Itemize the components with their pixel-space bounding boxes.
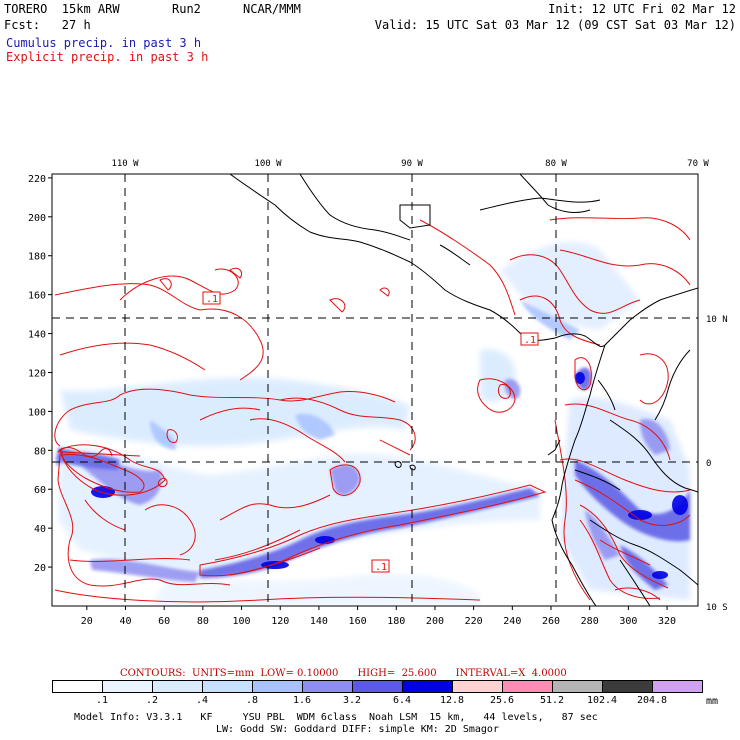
contour-label-3: .1 xyxy=(375,562,387,573)
org-label: NCAR/MMM xyxy=(243,2,301,16)
colorbar-label: 12.8 xyxy=(439,695,465,706)
explicit-legend-label: Explicit precip. in past 3 h xyxy=(6,50,209,64)
colorbar-label: .1 xyxy=(95,695,109,706)
x-tick-label: 60 xyxy=(158,616,170,627)
colorbar-label: 25.6 xyxy=(489,695,515,706)
x-tick-label: 20 xyxy=(81,616,93,627)
y-tick-label: 120 xyxy=(28,368,46,379)
x-tick-label: 120 xyxy=(271,616,289,627)
y-tick-label: 80 xyxy=(34,446,46,457)
colorbar-swatch xyxy=(252,680,303,693)
y-tick-label: 180 xyxy=(28,252,46,263)
y-tick-label: 20 xyxy=(34,563,46,574)
lat-label: 10 S xyxy=(706,603,728,613)
colorbar-swatch xyxy=(102,680,153,693)
colorbar-swatch xyxy=(602,680,653,693)
x-tick-label: 240 xyxy=(503,616,521,627)
x-tick-label: 140 xyxy=(310,616,328,627)
colorbar-swatch xyxy=(202,680,253,693)
x-tick-label: 320 xyxy=(658,616,676,627)
valid-time: Valid: 15 UTC Sat 03 Mar 12 (09 CST Sat … xyxy=(374,18,736,32)
longitude-labels: 110 W 100 W 90 W 80 W 70 W xyxy=(111,159,709,169)
colorbar-swatch xyxy=(552,680,603,693)
y-tick-label: 160 xyxy=(28,291,46,302)
colorbar-label: .2 xyxy=(145,695,159,706)
y-tick-label: 40 xyxy=(34,524,46,535)
y-tick-label: 140 xyxy=(28,330,46,341)
forecast-hour: Fcst: 27 h xyxy=(4,18,91,32)
colorbar-swatch xyxy=(52,680,103,693)
colorbar-units: mm xyxy=(706,696,719,707)
init-time: Init: 12 UTC Fri 02 Mar 12 xyxy=(548,2,736,16)
contour-label-boxes xyxy=(202,291,539,573)
model-physics: LW: Godd SW: Goddard DIFF: simple KM: 2D… xyxy=(216,724,499,735)
contours-info: CONTOURS: UNITS=mm LOW= 0.10000 HIGH= 25… xyxy=(120,668,567,679)
colorbar-swatch xyxy=(652,680,703,693)
colorbar-label: 6.4 xyxy=(392,695,412,706)
latitude-labels: 10 N 0 10 S xyxy=(706,315,728,613)
model-info: Model Info: V3.3.1 KF YSU PBL WDM 6class… xyxy=(74,712,598,723)
lat-label: 0 xyxy=(706,459,711,469)
coastlines xyxy=(229,174,698,606)
colorbar-label: 204.8 xyxy=(636,695,668,706)
map-frame xyxy=(51,173,699,607)
x-tick-label: 40 xyxy=(119,616,131,627)
x-tick-label: 80 xyxy=(197,616,209,627)
x-tick-label: 280 xyxy=(581,616,599,627)
lat-label: 10 N xyxy=(706,315,728,325)
lon-label: 100 W xyxy=(254,159,282,169)
lon-label: 70 W xyxy=(687,159,709,169)
colorbar-swatch xyxy=(502,680,553,693)
run-label: Run2 xyxy=(172,2,201,16)
explicit-precip-contours xyxy=(54,217,691,603)
y-tick-label: 200 xyxy=(28,213,46,224)
y-tick-label: 220 xyxy=(28,174,46,185)
colorbar-label: 102.4 xyxy=(586,695,618,706)
y-axis: 220 200 180 160 140 120 100 80 60 40 20 xyxy=(28,174,52,574)
x-tick-label: 180 xyxy=(387,616,405,627)
colorbar-swatch xyxy=(402,680,453,693)
colorbar-label: 51.2 xyxy=(539,695,565,706)
x-tick-label: 200 xyxy=(426,616,444,627)
x-tick-label: 300 xyxy=(619,616,637,627)
x-axis: 20 40 60 80 100 120 140 160 180 200 220 240 260 280 30… xyxy=(81,606,676,627)
x-tick-label: 100 xyxy=(233,616,251,627)
lon-label: 80 W xyxy=(545,159,567,169)
contour-label-1: .1 xyxy=(206,294,218,305)
colorbar-swatch xyxy=(452,680,503,693)
x-tick-label: 260 xyxy=(542,616,560,627)
model-title: TORERO 15km ARW xyxy=(4,2,120,16)
y-tick-label: 60 xyxy=(34,485,46,496)
lat-lon-grid xyxy=(52,174,698,606)
colorbar-label: .8 xyxy=(245,695,259,706)
colorbar-swatch xyxy=(152,680,203,693)
lon-label: 110 W xyxy=(111,159,139,169)
x-tick-label: 160 xyxy=(349,616,367,627)
cumulus-precip-medium xyxy=(55,300,690,590)
contour-label-2: .1 xyxy=(524,335,536,346)
colorbar-swatch xyxy=(352,680,403,693)
colorbar-label: 1.6 xyxy=(292,695,312,706)
cumulus-legend-label: Cumulus precip. in past 3 h xyxy=(6,36,202,50)
x-tick-label: 220 xyxy=(465,616,483,627)
y-tick-label: 100 xyxy=(28,407,46,418)
lon-label: 90 W xyxy=(401,159,423,169)
colorbar-label: 3.2 xyxy=(342,695,362,706)
colorbar-swatch xyxy=(302,680,353,693)
colorbar-label: .4 xyxy=(195,695,209,706)
